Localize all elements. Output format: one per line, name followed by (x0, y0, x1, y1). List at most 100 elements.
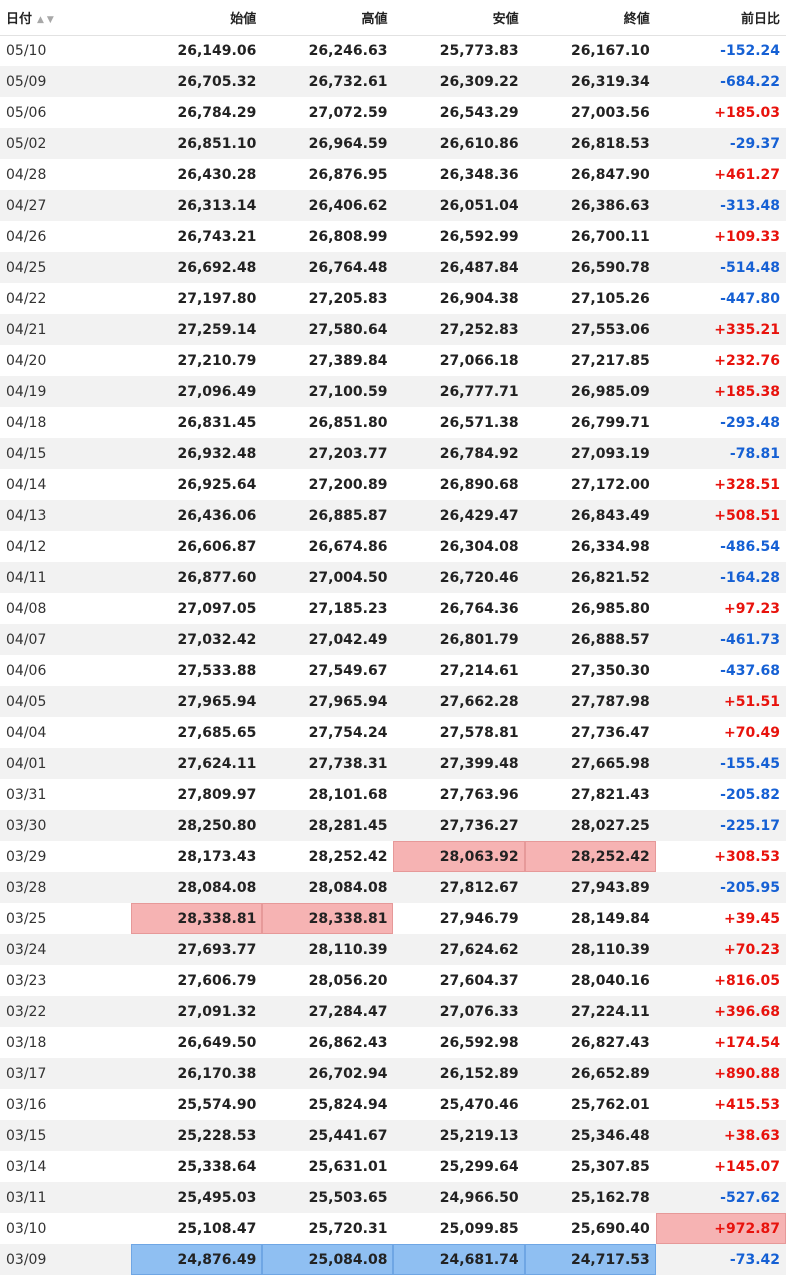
cell-date: 03/16 (0, 1089, 132, 1120)
table-body: 05/10 26,149.06 26,246.63 25,773.83 26,167.1… (0, 35, 786, 1275)
cell-open: 26,705.32 (131, 66, 263, 97)
cell-low: 26,309.22 (393, 66, 525, 97)
cell-change: -225.17 (655, 810, 786, 841)
cell-change: -78.81 (655, 438, 786, 469)
cell-high: 28,101.68 (262, 779, 394, 810)
cell-high: 26,674.86 (262, 531, 394, 562)
cell-date: 03/29 (0, 841, 132, 872)
table-row: 04/01 27,624.11 27,738.31 27,399.48 27,665.9… (0, 748, 786, 779)
cell-low: 27,736.27 (393, 810, 525, 841)
cell-change: +145.07 (655, 1151, 786, 1182)
cell-date: 04/14 (0, 469, 132, 500)
column-header-change[interactable]: 前日比 (655, 0, 786, 36)
cell-low: 26,304.08 (393, 531, 525, 562)
column-header-open[interactable]: 始値 (131, 0, 263, 36)
cell-change: -73.42 (655, 1244, 786, 1275)
cell-low: 26,610.86 (393, 128, 525, 159)
sort-arrows-icon[interactable]: ▲▼ (37, 14, 57, 25)
cell-close: 26,334.98 (524, 531, 656, 562)
table-row: 04/07 27,032.42 27,042.49 26,801.79 26,888.5… (0, 624, 786, 655)
table-row: 03/28 28,084.08 28,084.08 27,812.67 27,943.8… (0, 872, 786, 903)
cell-close: 26,827.43 (524, 1027, 656, 1058)
table-row: 05/10 26,149.06 26,246.63 25,773.83 26,167.1… (0, 35, 786, 66)
cell-high: 26,808.99 (262, 221, 394, 252)
table-row: 04/13 26,436.06 26,885.87 26,429.47 26,843.4… (0, 500, 786, 531)
cell-open: 28,084.08 (131, 872, 263, 903)
cell-high: 27,042.49 (262, 624, 394, 655)
table-row: 04/14 26,925.64 27,200.89 26,890.68 27,172.0… (0, 469, 786, 500)
cell-open: 27,097.05 (131, 593, 263, 624)
table-row: 04/04 27,685.65 27,754.24 27,578.81 27,736.4… (0, 717, 786, 748)
cell-change: +70.23 (655, 934, 786, 965)
table-row: 03/10 25,108.47 25,720.31 25,099.85 25,690.4… (0, 1213, 786, 1244)
table-row: 04/12 26,606.87 26,674.86 26,304.08 26,334.9… (0, 531, 786, 562)
cell-close: 27,736.47 (524, 717, 656, 748)
table-row: 03/22 27,091.32 27,284.47 27,076.33 27,224.1… (0, 996, 786, 1027)
cell-close: 27,105.26 (524, 283, 656, 314)
cell-low: 26,348.36 (393, 159, 525, 190)
cell-date: 03/14 (0, 1151, 132, 1182)
cell-open: 24,876.49 (131, 1244, 263, 1275)
cell-change: +185.38 (655, 376, 786, 407)
column-header-low[interactable]: 安値 (393, 0, 525, 36)
column-header-date[interactable]: 日付 ▲▼ (0, 0, 132, 36)
cell-high: 25,503.65 (262, 1182, 394, 1213)
table-row: 03/09 24,876.49 25,084.08 24,681.74 24,717.5… (0, 1244, 786, 1275)
table-row: 03/17 26,170.38 26,702.94 26,152.89 26,652.8… (0, 1058, 786, 1089)
cell-low: 25,299.64 (393, 1151, 525, 1182)
cell-low: 27,066.18 (393, 345, 525, 376)
cell-low: 28,063.92 (393, 841, 525, 872)
cell-low: 26,764.36 (393, 593, 525, 624)
cell-open: 27,259.14 (131, 314, 263, 345)
cell-low: 26,720.46 (393, 562, 525, 593)
cell-high: 27,004.50 (262, 562, 394, 593)
cell-open: 27,032.42 (131, 624, 263, 655)
cell-open: 27,624.11 (131, 748, 263, 779)
cell-open: 27,091.32 (131, 996, 263, 1027)
cell-date: 04/26 (0, 221, 132, 252)
cell-low: 27,604.37 (393, 965, 525, 996)
cell-low: 26,801.79 (393, 624, 525, 655)
column-header-close[interactable]: 終値 (524, 0, 656, 36)
cell-close: 27,553.06 (524, 314, 656, 345)
cell-close: 27,943.89 (524, 872, 656, 903)
cell-high: 27,965.94 (262, 686, 394, 717)
table-row: 05/06 26,784.29 27,072.59 26,543.29 27,003.5… (0, 97, 786, 128)
table-row: 04/25 26,692.48 26,764.48 26,487.84 26,590.7… (0, 252, 786, 283)
table-row: 03/11 25,495.03 25,503.65 24,966.50 25,162.7… (0, 1182, 786, 1213)
cell-open: 26,436.06 (131, 500, 263, 531)
cell-close: 27,003.56 (524, 97, 656, 128)
cell-high: 26,876.95 (262, 159, 394, 190)
cell-close: 26,590.78 (524, 252, 656, 283)
cell-date: 04/07 (0, 624, 132, 655)
cell-date: 04/21 (0, 314, 132, 345)
cell-low: 26,592.98 (393, 1027, 525, 1058)
table-row: 03/18 26,649.50 26,862.43 26,592.98 26,827.4… (0, 1027, 786, 1058)
cell-change: +415.53 (655, 1089, 786, 1120)
cell-high: 28,281.45 (262, 810, 394, 841)
cell-close: 25,762.01 (524, 1089, 656, 1120)
cell-change: +461.27 (655, 159, 786, 190)
cell-date: 03/24 (0, 934, 132, 965)
cell-low: 26,592.99 (393, 221, 525, 252)
cell-high: 27,200.89 (262, 469, 394, 500)
cell-date: 04/11 (0, 562, 132, 593)
cell-close: 27,787.98 (524, 686, 656, 717)
cell-close: 26,818.53 (524, 128, 656, 159)
cell-open: 25,574.90 (131, 1089, 263, 1120)
cell-open: 25,338.64 (131, 1151, 263, 1182)
cell-change: -684.22 (655, 66, 786, 97)
cell-low: 27,624.62 (393, 934, 525, 965)
table-row: 03/14 25,338.64 25,631.01 25,299.64 25,307.8… (0, 1151, 786, 1182)
column-header-high[interactable]: 高値 (262, 0, 394, 36)
cell-date: 03/10 (0, 1213, 132, 1244)
cell-date: 05/02 (0, 128, 132, 159)
cell-open: 27,096.49 (131, 376, 263, 407)
cell-high: 25,631.01 (262, 1151, 394, 1182)
cell-change: +328.51 (655, 469, 786, 500)
cell-change: -155.45 (655, 748, 786, 779)
cell-open: 26,606.87 (131, 531, 263, 562)
cell-change: -164.28 (655, 562, 786, 593)
cell-date: 03/30 (0, 810, 132, 841)
